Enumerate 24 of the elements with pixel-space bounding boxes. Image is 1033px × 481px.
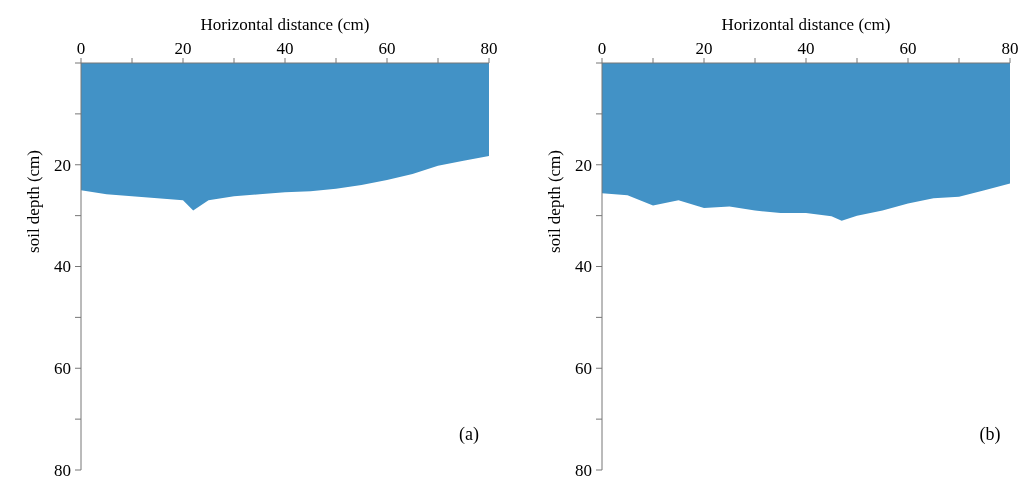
y-tick-label: 80 <box>54 460 71 480</box>
y-tick-label: 20 <box>575 155 592 175</box>
x-tick-label: 40 <box>276 39 294 58</box>
x-tick-label: 80 <box>1001 39 1019 58</box>
annotation: (b) <box>979 424 1001 445</box>
y-tick-label: 40 <box>54 257 71 277</box>
y-axis-title: soil depth (cm) <box>545 150 564 253</box>
y-tick-label: 60 <box>54 359 71 379</box>
x-tick-label: 60 <box>378 39 396 58</box>
x-tick-label: 0 <box>597 39 607 58</box>
x-tick-label: 20 <box>695 39 713 58</box>
x-axis-title: Horizontal distance (cm) <box>721 15 891 34</box>
x-tick-label: 40 <box>797 39 815 58</box>
y-axis-title: soil depth (cm) <box>24 150 43 253</box>
y-tick-label: 60 <box>575 359 592 379</box>
annotation: (a) <box>459 424 479 445</box>
x-axis-title: Horizontal distance (cm) <box>200 15 370 34</box>
x-tick-label: 20 <box>174 39 192 58</box>
x-tick-label: 80 <box>480 39 498 58</box>
x-tick-label: 60 <box>899 39 917 58</box>
y-tick-label: 40 <box>575 257 592 277</box>
x-tick-label: 0 <box>76 39 86 58</box>
y-tick-label: 20 <box>54 155 71 175</box>
y-tick-label: 80 <box>575 460 592 480</box>
